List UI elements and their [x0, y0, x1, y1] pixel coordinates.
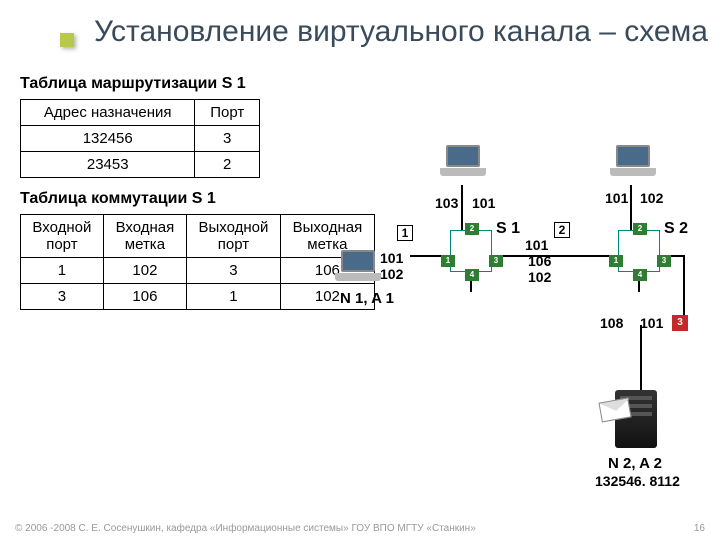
port-S1-4: 4	[465, 269, 479, 281]
commut-table: Входной порт Входная метка Выходной порт…	[20, 214, 375, 310]
slide-title: Установление виртуального канала – схема	[94, 15, 708, 50]
diagram-label: 1	[397, 225, 413, 241]
routing-caption: Таблица маршрутизации S 1	[20, 75, 720, 93]
port-S1-3: 3	[489, 255, 503, 267]
routing-h1: Порт	[195, 99, 260, 125]
laptop-icon	[440, 145, 486, 179]
diagram-label: 108	[600, 315, 623, 331]
connection-line	[492, 255, 618, 257]
slide-number: 16	[694, 523, 705, 534]
diagram-label: N 2, A 2	[608, 455, 662, 472]
port-S1-2: 2	[465, 223, 479, 235]
network-diagram: 1234S 11234S 210310110110212101102101106…	[350, 175, 710, 485]
switch-S2: 1234	[618, 230, 660, 272]
diagram-label: 101	[525, 237, 548, 253]
diagram-label: 101	[640, 315, 663, 331]
footer-text: © 2006 -2008 С. Е. Сосенушкин, кафедра «…	[15, 523, 476, 534]
switch-S1: 1234	[450, 230, 492, 272]
switch-name-S2: S 2	[664, 220, 688, 238]
diagram-label: 101	[380, 250, 403, 266]
laptop-icon	[610, 145, 656, 179]
port-S1-1: 1	[441, 255, 455, 267]
diagram-label: 106	[528, 253, 551, 269]
diagram-label: 101	[472, 195, 495, 211]
diagram-label: 103	[435, 195, 458, 211]
port-S2-1: 1	[609, 255, 623, 267]
diagram-label: N 1, A 1	[340, 290, 394, 307]
port-S2-3: 3	[657, 255, 671, 267]
diagram-label: 101	[605, 190, 628, 206]
laptop-icon	[335, 250, 381, 284]
diagram-label: 2	[554, 222, 570, 238]
diagram-label: 102	[528, 269, 551, 285]
diagram-label: 102	[640, 190, 663, 206]
connection-line	[630, 185, 632, 230]
port-S2-4: 4	[633, 269, 647, 281]
diagram-label: 102	[380, 266, 403, 282]
diagram-label: 132546. 8112	[595, 473, 680, 489]
connection-line	[640, 325, 642, 390]
port-red-3: 3	[672, 315, 688, 331]
port-S2-2: 2	[633, 223, 647, 235]
connection-line	[461, 185, 463, 230]
switch-name-S1: S 1	[496, 220, 520, 238]
routing-h0: Адрес назначения	[21, 99, 195, 125]
title-bullet	[60, 33, 74, 47]
routing-table: Адрес назначенияПорт 1324563 234532	[20, 99, 260, 178]
